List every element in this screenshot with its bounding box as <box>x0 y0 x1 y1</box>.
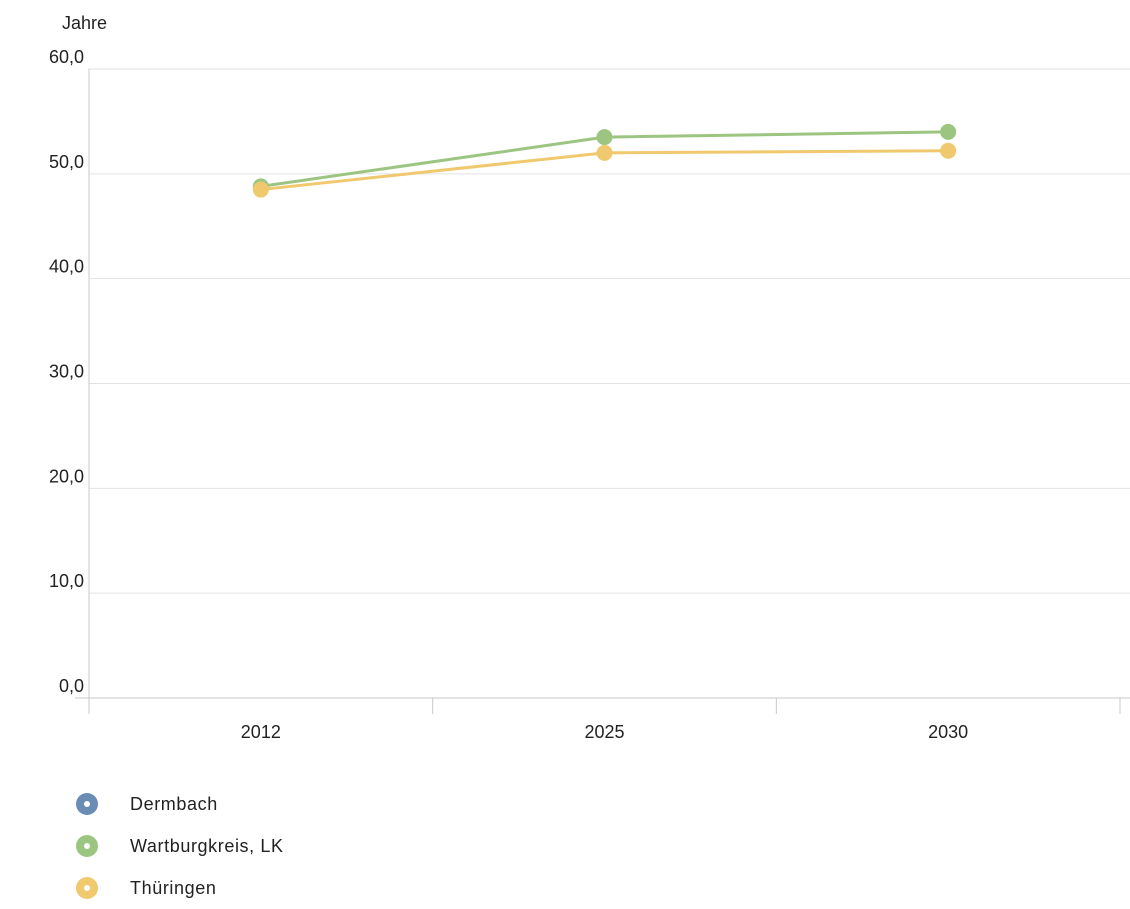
x-tick-label: 2025 <box>584 722 624 742</box>
x-tick-label: 2012 <box>241 722 281 742</box>
legend-label: Wartburgkreis, LK <box>130 835 284 856</box>
legend-item-thueringen[interactable]: Thüringen <box>76 867 284 909</box>
data-point <box>940 123 957 140</box>
series-layer <box>252 123 957 198</box>
y-tick-labels: 0,0 10,0 20,0 30,0 40,0 50,0 60,0 <box>49 47 84 696</box>
y-tick-label: 20,0 <box>49 466 84 486</box>
y-tick-label: 30,0 <box>49 362 84 382</box>
y-tick-label: 50,0 <box>49 152 84 172</box>
gridlines <box>89 68 1130 594</box>
legend: Dermbach Wartburgkreis, LK Thüringen <box>76 783 284 909</box>
legend-label: Dermbach <box>130 793 218 814</box>
y-axis-unit-label: Jahre <box>62 13 107 33</box>
x-tick-label: 2030 <box>928 722 968 742</box>
data-point <box>940 142 957 159</box>
x-tick-labels: 2012 2025 2030 <box>241 722 968 742</box>
y-tick-label: 60,0 <box>49 47 84 67</box>
legend-item-wartburgkreis[interactable]: Wartburgkreis, LK <box>76 825 284 867</box>
legend-marker-icon <box>76 835 98 857</box>
legend-marker-icon <box>76 877 98 899</box>
data-point <box>252 181 269 198</box>
y-tick-label: 0,0 <box>59 676 84 696</box>
y-tick-label: 10,0 <box>49 571 84 591</box>
line-chart: Jahre 0,010,020,030,040,050,060,0 2012 20… <box>49 13 1130 742</box>
legend-item-dermbach[interactable]: Dermbach <box>76 783 284 825</box>
data-point <box>596 129 613 146</box>
y-tick-label: 40,0 <box>49 257 84 277</box>
legend-marker-icon <box>76 793 98 815</box>
axes <box>75 69 1130 714</box>
data-point <box>596 144 613 161</box>
legend-label: Thüringen <box>130 877 217 898</box>
